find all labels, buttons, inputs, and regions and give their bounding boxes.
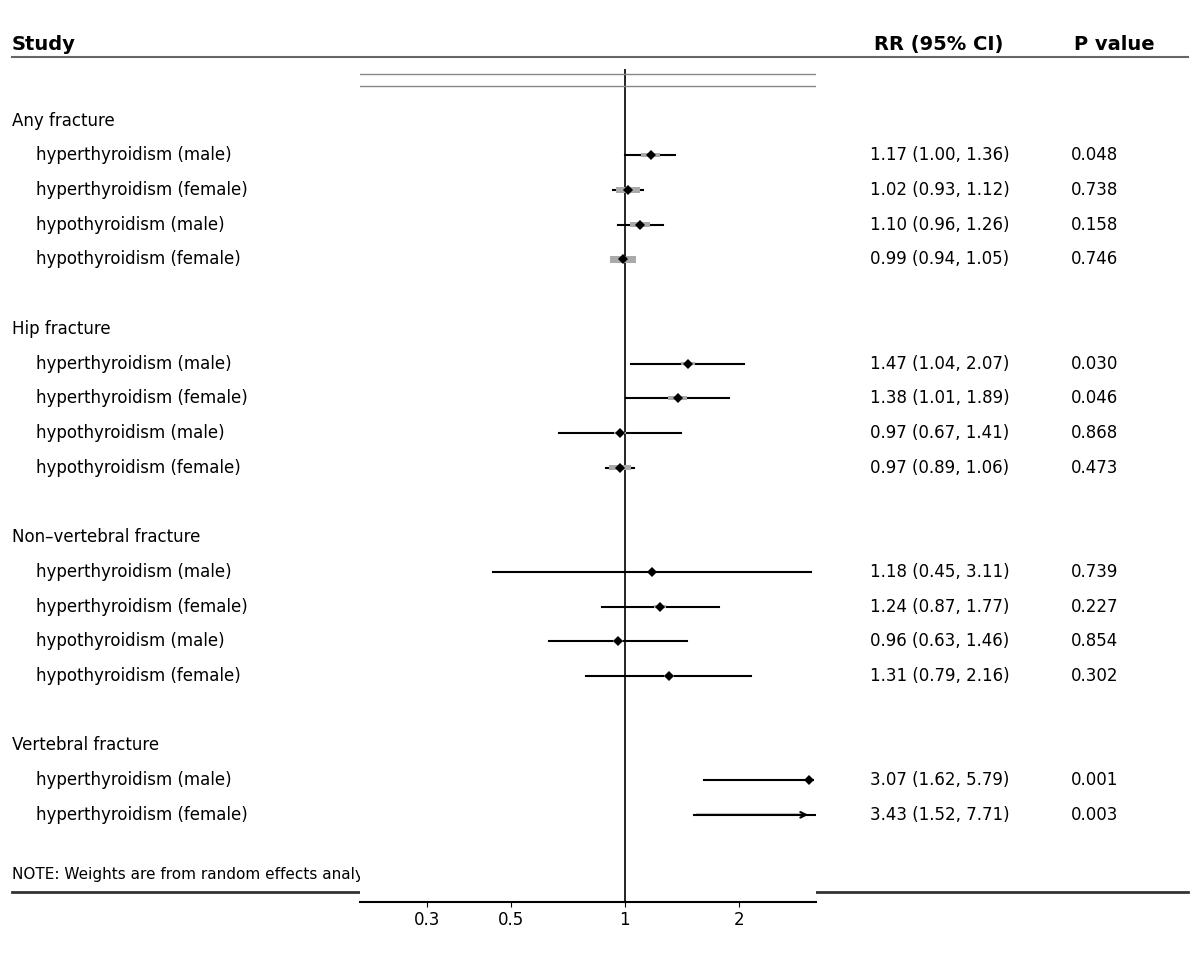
Text: 3.43 (1.52, 7.71): 3.43 (1.52, 7.71) (870, 806, 1009, 824)
Text: hypothyroidism (female): hypothyroidism (female) (36, 459, 241, 476)
Text: Hip fracture: Hip fracture (12, 319, 110, 338)
FancyBboxPatch shape (648, 571, 656, 572)
Text: 0.302: 0.302 (1070, 667, 1118, 685)
Text: 0.868: 0.868 (1070, 424, 1117, 442)
Text: 0.854: 0.854 (1070, 632, 1117, 651)
FancyBboxPatch shape (664, 675, 674, 677)
Text: 0.473: 0.473 (1070, 459, 1117, 476)
FancyBboxPatch shape (608, 466, 631, 470)
Text: NOTE: Weights are from random effects analysis: NOTE: Weights are from random effects an… (12, 867, 384, 882)
Text: hyperthyroidism (male): hyperthyroidism (male) (36, 771, 232, 789)
Text: 0.99 (0.94, 1.05): 0.99 (0.94, 1.05) (870, 251, 1009, 269)
FancyBboxPatch shape (668, 396, 686, 401)
Text: hyperthyroidism (male): hyperthyroidism (male) (36, 146, 232, 165)
FancyBboxPatch shape (616, 187, 640, 193)
Text: 0.97 (0.89, 1.06): 0.97 (0.89, 1.06) (870, 459, 1009, 476)
Text: 3.07 (1.62, 5.79): 3.07 (1.62, 5.79) (870, 771, 1009, 789)
Text: hyperthyroidism (female): hyperthyroidism (female) (36, 806, 247, 824)
Text: Vertebral fracture: Vertebral fracture (12, 736, 160, 755)
Text: 1.02 (0.93, 1.12): 1.02 (0.93, 1.12) (870, 181, 1009, 199)
Text: 1.38 (1.01, 1.89): 1.38 (1.01, 1.89) (870, 389, 1009, 408)
Text: 0.739: 0.739 (1070, 563, 1117, 581)
Text: hypothyroidism (male): hypothyroidism (male) (36, 632, 224, 651)
Text: 0.227: 0.227 (1070, 598, 1118, 615)
Text: 1.10 (0.96, 1.26): 1.10 (0.96, 1.26) (870, 216, 1009, 234)
Text: 0.746: 0.746 (1070, 251, 1117, 269)
Text: hyperthyroidism (female): hyperthyroidism (female) (36, 598, 247, 615)
Text: 0.048: 0.048 (1070, 146, 1117, 165)
Text: 0.97 (0.67, 1.41): 0.97 (0.67, 1.41) (870, 424, 1009, 442)
FancyBboxPatch shape (614, 432, 625, 434)
FancyBboxPatch shape (630, 222, 650, 227)
FancyBboxPatch shape (823, 814, 832, 815)
Text: 0.001: 0.001 (1070, 771, 1117, 789)
FancyBboxPatch shape (805, 779, 814, 781)
Text: hypothyroidism (female): hypothyroidism (female) (36, 251, 241, 269)
Text: P value: P value (1074, 34, 1154, 54)
Text: 0.046: 0.046 (1070, 389, 1117, 408)
Text: 0.030: 0.030 (1070, 355, 1117, 372)
Text: hyperthyroidism (male): hyperthyroidism (male) (36, 355, 232, 372)
Text: 0.96 (0.63, 1.46): 0.96 (0.63, 1.46) (870, 632, 1009, 651)
Text: 1.31 (0.79, 2.16): 1.31 (0.79, 2.16) (870, 667, 1009, 685)
Text: hyperthyroidism (female): hyperthyroidism (female) (36, 181, 247, 199)
Text: 0.738: 0.738 (1070, 181, 1117, 199)
Text: 1.47 (1.04, 2.07): 1.47 (1.04, 2.07) (870, 355, 1009, 372)
Text: hyperthyroidism (female): hyperthyroidism (female) (36, 389, 247, 408)
Text: 1.18 (0.45, 3.11): 1.18 (0.45, 3.11) (870, 563, 1009, 581)
Text: hypothyroidism (female): hypothyroidism (female) (36, 667, 241, 685)
Text: hypothyroidism (male): hypothyroidism (male) (36, 216, 224, 234)
Text: hyperthyroidism (male): hyperthyroidism (male) (36, 563, 232, 581)
FancyBboxPatch shape (654, 606, 666, 608)
FancyBboxPatch shape (613, 640, 623, 642)
Text: 0.003: 0.003 (1070, 806, 1117, 824)
Text: 1.24 (0.87, 1.77): 1.24 (0.87, 1.77) (870, 598, 1009, 615)
Text: Non–vertebral fracture: Non–vertebral fracture (12, 528, 200, 546)
FancyBboxPatch shape (610, 257, 636, 263)
Text: 1.17 (1.00, 1.36): 1.17 (1.00, 1.36) (870, 146, 1009, 165)
Text: 0.158: 0.158 (1070, 216, 1117, 234)
Text: Study: Study (12, 34, 76, 54)
Text: Any fracture: Any fracture (12, 112, 115, 129)
FancyBboxPatch shape (680, 362, 696, 366)
Text: RR (95% CI): RR (95% CI) (874, 34, 1003, 54)
Text: hypothyroidism (male): hypothyroidism (male) (36, 424, 224, 442)
FancyBboxPatch shape (641, 153, 660, 158)
